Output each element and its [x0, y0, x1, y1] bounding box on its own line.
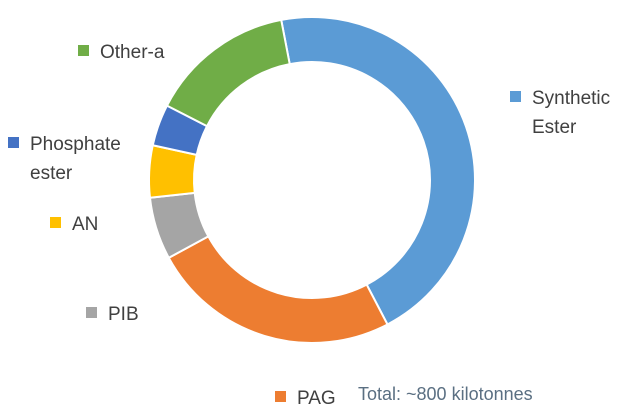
segment-other-a: [165, 18, 291, 128]
legend-entry-other-a: Other-a: [78, 42, 165, 63]
legend-entry-synthetic-ester: Synthetic Ester: [510, 88, 610, 138]
legend-swatch: [78, 45, 89, 56]
legend-swatch: [275, 391, 286, 402]
legend-label: Phosphate: [30, 134, 121, 155]
legend-label: Ester: [532, 117, 577, 138]
legend-swatch: [510, 91, 521, 102]
donut-segments: [148, 16, 476, 344]
legend: Synthetic Ester PAG PIB AN Phosphate ester Othe…: [8, 42, 610, 409]
segment-synthetic-ester: [280, 16, 476, 326]
legend-label: ester: [30, 163, 73, 184]
legend-swatch: [8, 137, 19, 148]
segment-pag: [167, 234, 389, 344]
legend-label: Other-a: [100, 42, 165, 63]
legend-entry-pag: PAG: [275, 388, 336, 409]
legend-entry-an: AN: [50, 214, 98, 235]
legend-entry-pib: PIB: [86, 304, 139, 325]
legend-label: Synthetic: [532, 88, 610, 109]
legend-label: PAG: [297, 388, 336, 409]
legend-swatch: [50, 217, 61, 228]
legend-label: AN: [72, 214, 98, 235]
legend-swatch: [86, 307, 97, 318]
legend-entry-phosphate-ester: Phosphate ester: [8, 134, 121, 184]
legend-label: PIB: [108, 304, 139, 325]
total-annotation: Total: ~800 kilotonnes: [358, 384, 533, 404]
